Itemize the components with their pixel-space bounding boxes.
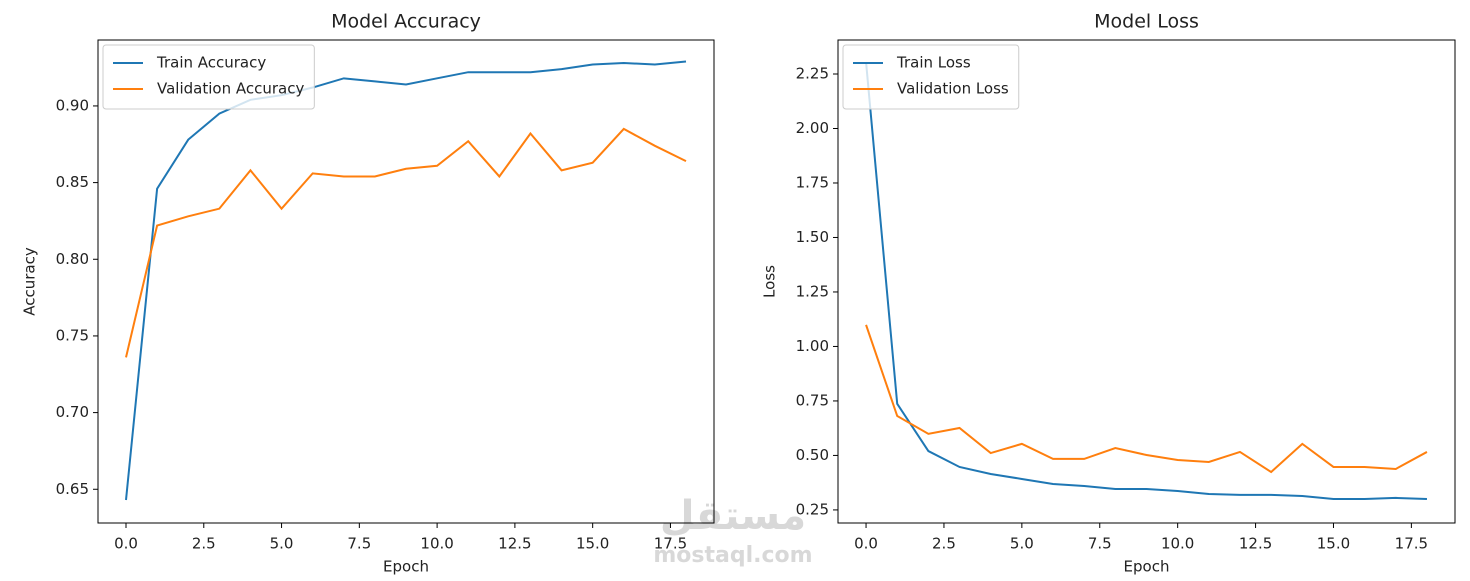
plot-frame: [97, 39, 715, 524]
x-axis-label: Epoch: [1124, 558, 1170, 576]
x-tick-label: 5.0: [1010, 535, 1034, 553]
x-tick-label: 15.0: [576, 535, 609, 553]
x-tick-label: 15.0: [1317, 535, 1350, 553]
legend: Train Accuracy Validation Accuracy: [102, 44, 315, 110]
x-tick-label: 2.5: [932, 535, 956, 553]
y-axis-label: Accuracy: [21, 247, 39, 316]
y-tick-label: 1.25: [796, 282, 829, 300]
x-tick-label: 2.5: [192, 535, 216, 553]
x-tick-label: 0.0: [114, 535, 138, 553]
y-tick-label: 0.50: [796, 446, 829, 464]
y-tick-label: 1.50: [796, 228, 829, 246]
legend-label: Train Accuracy: [156, 54, 266, 72]
y-tick-label: 0.75: [796, 391, 829, 409]
y-tick-label: 0.65: [56, 480, 89, 498]
watermark-latin: mostaql.com: [653, 543, 812, 568]
chart-title: Model Accuracy: [331, 11, 481, 33]
x-tick-label: 7.5: [1088, 535, 1112, 553]
y-tick-label: 0.85: [56, 173, 89, 191]
series-line: [125, 60, 687, 501]
legend-label: Validation Loss: [897, 80, 1009, 98]
legend: Train Loss Validation Loss: [842, 44, 1020, 110]
y-tick-label: 1.75: [796, 173, 829, 191]
legend-frame: [102, 44, 315, 110]
series-line: [865, 324, 1428, 474]
x-tick-label: 12.5: [1239, 535, 1272, 553]
y-tick-label: 2.00: [796, 119, 829, 137]
x-tick-label: 10.0: [420, 535, 453, 553]
y-tick-label: 0.70: [56, 403, 89, 421]
plot-frame: [837, 39, 1456, 524]
x-tick-label: 7.5: [347, 535, 371, 553]
series-line: [125, 127, 687, 358]
x-tick-label: 10.0: [1161, 535, 1194, 553]
y-axis-label: Loss: [761, 265, 779, 298]
legend-frame: [842, 44, 1020, 110]
series-line: [865, 61, 1427, 501]
y-tick-label: 0.90: [56, 96, 89, 114]
watermark-arabic: مستقل: [660, 493, 806, 539]
x-tick-label: 12.5: [498, 535, 531, 553]
legend-label: Train Loss: [896, 54, 971, 72]
legend-label: Validation Accuracy: [157, 80, 304, 98]
x-axis-label: Epoch: [383, 558, 429, 576]
x-tick-label: 5.0: [270, 535, 294, 553]
x-tick-label: 0.0: [854, 535, 878, 553]
y-tick-label: 0.75: [56, 326, 89, 344]
y-tick-label: 2.25: [796, 65, 829, 83]
x-tick-label: 17.5: [1395, 535, 1428, 553]
y-tick-label: 1.00: [796, 337, 829, 355]
x-tick-label: 17.5: [654, 535, 687, 553]
y-tick-label: 0.25: [796, 500, 829, 518]
y-tick-label: 0.80: [56, 250, 89, 268]
chart-title: Model Loss: [1094, 11, 1199, 33]
